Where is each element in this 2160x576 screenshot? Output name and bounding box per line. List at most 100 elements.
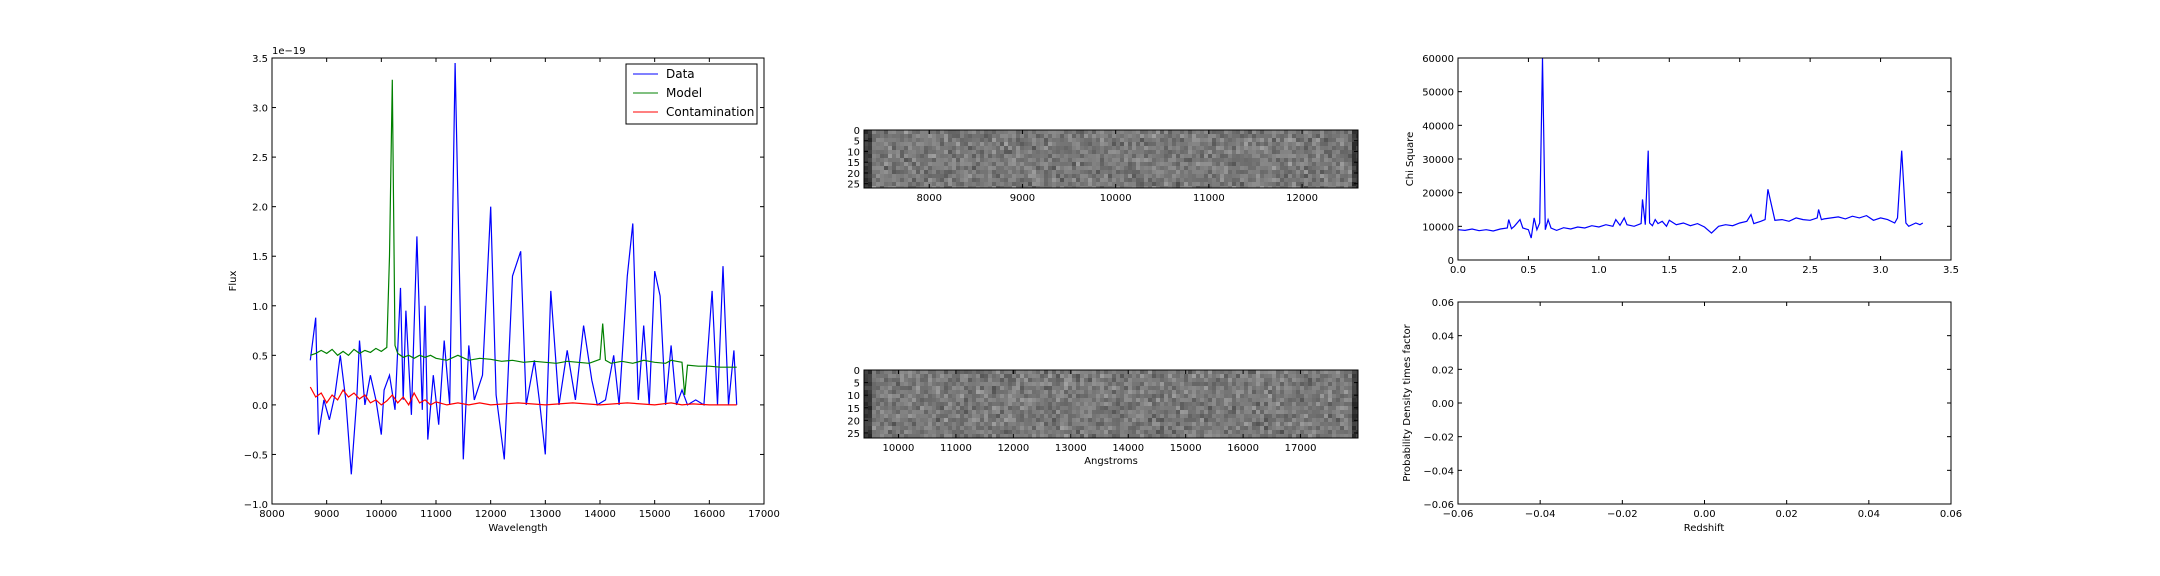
stamp-top-pixel	[996, 146, 1000, 150]
stamp-top-pixel	[1184, 134, 1188, 138]
stamp-top-pixel	[1264, 150, 1268, 154]
stamp-top-pixel	[1196, 138, 1200, 142]
stamp-bottom-pixel	[1048, 402, 1052, 406]
stamp-bottom-pixel	[920, 382, 924, 386]
stamp-bottom-pixel	[944, 378, 948, 382]
stamp-top-pixel	[1300, 158, 1304, 162]
stamp-bottom-pixel	[1332, 378, 1336, 382]
stamp-bottom-pixel	[904, 414, 908, 418]
stamp-bottom-pixel	[1232, 394, 1236, 398]
stamp-bottom-pixel	[1040, 434, 1044, 438]
stamp-bottom-pixel	[864, 422, 868, 426]
stamp-top-pixel	[1348, 186, 1352, 188]
stamp-top-pixel	[1036, 162, 1040, 166]
stamp-top-pixel	[1036, 178, 1040, 182]
stamp-top-pixel	[1196, 146, 1200, 150]
stamp-top-pixel	[996, 154, 1000, 158]
stamp-top-pixel	[1064, 162, 1068, 166]
stamp-bottom-pixel	[1048, 378, 1052, 382]
stamp-bottom-pixel	[1176, 398, 1180, 402]
stamp-top-pixel	[1168, 150, 1172, 154]
stamp-bottom-pixel	[1236, 382, 1240, 386]
stamp-bottom-pixel	[1064, 422, 1068, 426]
stamp-top-pixel	[1328, 138, 1332, 142]
stamp-bottom-pixel	[1300, 418, 1304, 422]
stamp-top-pixel	[1068, 154, 1072, 158]
stamp-bottom-pixel	[892, 390, 896, 394]
stamp-bottom-pixel	[980, 430, 984, 434]
stamp-top-pixel	[1028, 174, 1032, 178]
stamp-top-pixel	[1268, 154, 1272, 158]
chisq-axes-frame	[1457, 57, 1952, 261]
stamp-bottom-pixel	[1012, 434, 1016, 438]
stamp-bottom-pixel	[1216, 430, 1220, 434]
stamp-top-pixel	[1108, 130, 1112, 134]
stamp-top-pixel	[876, 150, 880, 154]
stamp-bottom-pixel	[1268, 402, 1272, 406]
stamp-bottom-pixel	[1232, 426, 1236, 430]
stamp-top-pixel	[888, 146, 892, 150]
stamp-top-pixel	[928, 158, 932, 162]
stamp-top-pixel	[1344, 162, 1348, 166]
stamp-bottom-pixel	[1088, 430, 1092, 434]
stamp-top-pixel	[960, 162, 964, 166]
stamp-bottom-pixel	[1140, 374, 1144, 378]
stamp-bottom-pixel	[1172, 394, 1176, 398]
stamp-top-pixel	[1200, 154, 1204, 158]
stamp-bottom-pixel	[1176, 410, 1180, 414]
stamp-bottom-pixel	[1180, 378, 1184, 382]
stamp-bottom-pixel	[1300, 430, 1304, 434]
stamp-top-pixel	[1356, 178, 1358, 182]
stamp-top-pixel	[1176, 154, 1180, 158]
stamp-bottom-pixel	[972, 406, 976, 410]
stamp-bottom-pixel	[1348, 406, 1352, 410]
stamp-bottom-pixel	[1252, 398, 1256, 402]
stamp-bottom-pixel	[1244, 374, 1248, 378]
stamp-top-pixel	[1104, 182, 1108, 186]
stamp-bottom-pixel	[1156, 430, 1160, 434]
stamp-top-pixel	[912, 162, 916, 166]
stamp-top-pixel	[1056, 186, 1060, 188]
stamp-bottom-pixel	[1212, 414, 1216, 418]
stamp-top-pixel	[1324, 134, 1328, 138]
stamp-top-pixel	[1300, 134, 1304, 138]
stamp-top-pixel	[1316, 146, 1320, 150]
stamp-top-pixel	[1196, 134, 1200, 138]
stamp-top-pixel	[944, 182, 948, 186]
stamp-bottom-pixel	[1208, 406, 1212, 410]
stamp-bottom-pixel	[1192, 418, 1196, 422]
stamp-bottom-pixel	[1316, 410, 1320, 414]
stamp-top-pixel	[1124, 150, 1128, 154]
stamp-top-pixel	[1272, 174, 1276, 178]
stamp-bottom-pixel	[956, 370, 960, 374]
stamp-bottom-pixel	[884, 390, 888, 394]
stamp-bottom-pixel	[984, 410, 988, 414]
stamp-bottom-pixel	[1144, 378, 1148, 382]
stamp-bottom-pixel	[1004, 390, 1008, 394]
stamp-top-pixel	[928, 178, 932, 182]
stamp-bottom-pixel	[1012, 378, 1016, 382]
stamp-top-pixel	[996, 170, 1000, 174]
stamp-top-pixel	[1356, 162, 1358, 166]
stamp-bottom-pixel	[912, 390, 916, 394]
stamp-top-pixel	[1324, 166, 1328, 170]
stamp-top-pixel	[1168, 174, 1172, 178]
stamp-bottom-pixel	[1220, 390, 1224, 394]
stamp-bottom-pixel	[1180, 426, 1184, 430]
stamp-bottom-pixel	[1024, 382, 1028, 386]
stamp-top-pixel	[1228, 158, 1232, 162]
stamp-top-pixel	[1032, 134, 1036, 138]
stamp-bottom-pixel	[1104, 394, 1108, 398]
stamp-top-pixel	[956, 146, 960, 150]
stamp-bottom-pixel	[1160, 378, 1164, 382]
stamp-top-pixel	[1196, 162, 1200, 166]
stamp-top-pixel	[1132, 150, 1136, 154]
stamp-bottom-pixel	[1300, 410, 1304, 414]
stamp-top-pixel	[1184, 182, 1188, 186]
stamp-bottom-pixel	[1332, 430, 1336, 434]
stamp-bottom-pixel	[1272, 430, 1276, 434]
stamp-top-pixel	[884, 142, 888, 146]
stamp-top-pixel	[944, 178, 948, 182]
stamp-bottom-pixel	[1288, 394, 1292, 398]
stamp-top-pixel	[1172, 162, 1176, 166]
